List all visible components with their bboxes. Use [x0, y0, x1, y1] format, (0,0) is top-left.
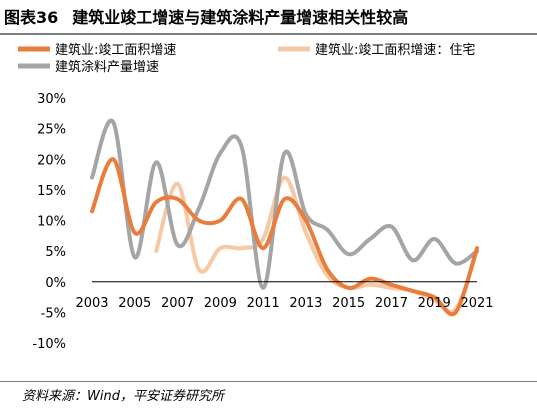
x-tick-label: 2019: [418, 296, 451, 311]
x-tick-label: 2013: [289, 296, 322, 311]
series-layer: [90, 118, 479, 317]
x-tick-label: 2011: [247, 296, 280, 311]
source-divider: [0, 381, 537, 382]
y-tick-label: 10%: [37, 215, 66, 230]
x-tick-label: 2017: [375, 296, 408, 311]
series-line-1: [90, 157, 479, 317]
x-tick-label: 2003: [75, 296, 108, 311]
y-tick-label: 25%: [37, 123, 66, 138]
x-tick-label: 2005: [118, 296, 151, 311]
x-tick-label: 2021: [460, 296, 493, 311]
source-note: 资料来源：Wind，平安证券研究所: [22, 389, 224, 404]
y-tick-label: 30%: [37, 92, 66, 107]
y-tick-label: 5%: [45, 245, 66, 260]
legend-label-3: 建筑涂料产量增速: [55, 59, 159, 75]
y-axis: 30% 25% 20% 15% 10% 5% 0% -5% -10%: [32, 92, 66, 352]
series-line-3: [90, 118, 479, 290]
figure-number: 图表36: [4, 8, 59, 27]
title-divider: [0, 33, 537, 35]
x-axis: 2003 2005 2007 2009 2011 2013 2015 2017 2019 2021: [75, 281, 494, 311]
y-tick-label: 20%: [37, 153, 66, 168]
legend-label-2: 建筑业:竣工面积增速：住宅: [315, 42, 475, 58]
y-tick-label: -10%: [32, 337, 66, 352]
figure-title-text: 建筑业竣工增速与建筑涂料产量增速相关性较高: [72, 8, 409, 27]
legend-label-1: 建筑业:竣工面积增速: [55, 42, 176, 58]
y-tick-label: -5%: [41, 306, 66, 321]
figure-title: 图表36 建筑业竣工增速与建筑涂料产量增速相关性较高: [4, 4, 408, 28]
x-tick-label: 2015: [332, 296, 365, 311]
y-tick-label: 0%: [45, 276, 66, 291]
x-tick-label: 2009: [204, 296, 237, 311]
x-tick-label: 2007: [161, 296, 194, 311]
y-tick-label: 15%: [37, 184, 66, 199]
